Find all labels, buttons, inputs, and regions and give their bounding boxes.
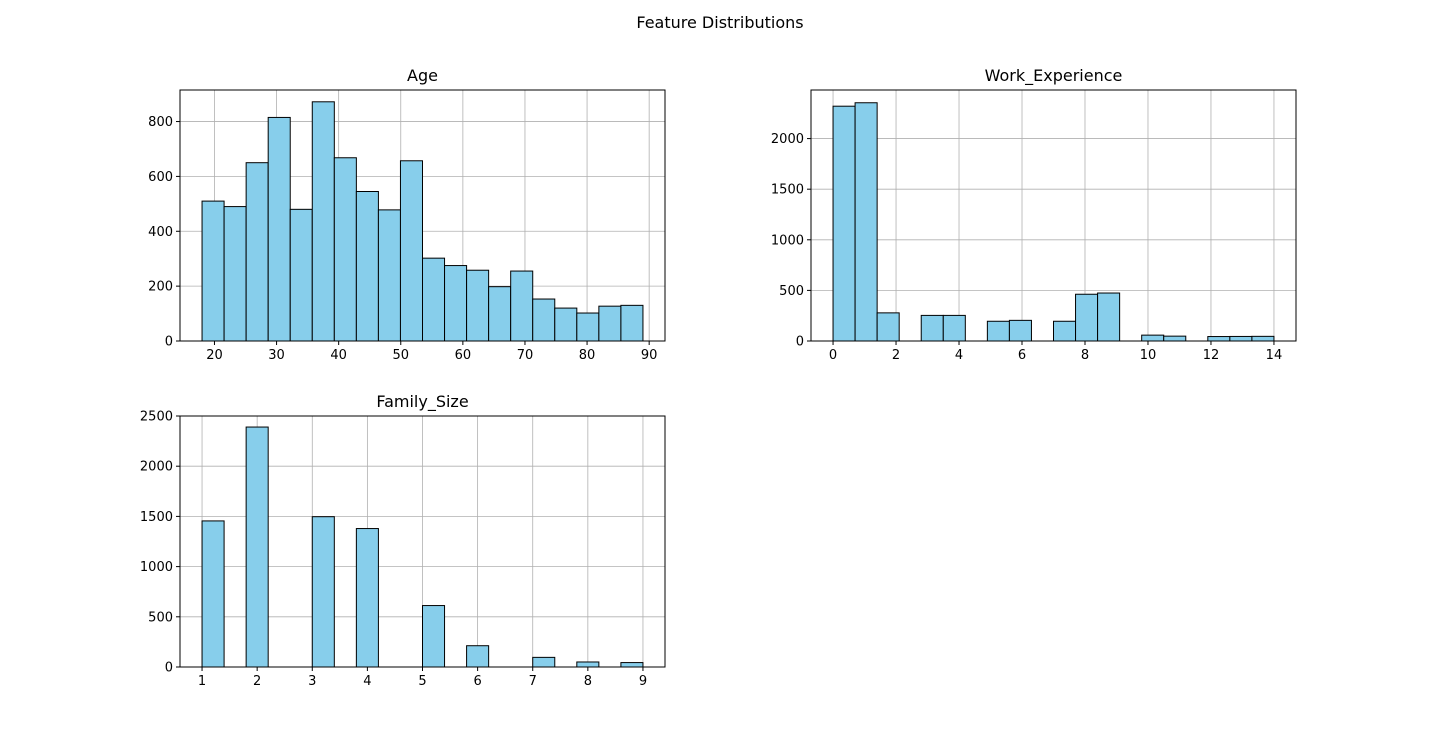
age-bar	[223, 206, 247, 342]
age-bar	[576, 312, 600, 342]
family-size-bar	[355, 528, 379, 668]
age-bar	[399, 160, 424, 342]
age-bar	[422, 257, 446, 342]
work-experience-bar	[1141, 334, 1165, 342]
work-experience-axes-frame	[810, 89, 1297, 342]
work-experience-bar	[832, 105, 856, 342]
age-y-tick-label: 0	[165, 335, 173, 350]
age-x-tick-label: 60	[455, 348, 472, 363]
family-size-bar	[422, 605, 446, 668]
work-experience-x-tick-label: 4	[955, 348, 963, 363]
family-size-x-tick-label: 9	[639, 674, 647, 689]
age-histogram: 20 30 40 50 60 70 80 90 0 200 400 600 800 Age	[148, 66, 666, 363]
age-bar	[444, 265, 468, 342]
age-bar	[598, 305, 622, 342]
family-size-x-tick-label: 8	[584, 674, 592, 689]
age-bar	[377, 209, 401, 342]
family-size-bar	[201, 520, 225, 668]
work-experience-bar	[920, 314, 944, 342]
family-size-y-tick-label: 500	[148, 610, 173, 625]
age-x-tick-label: 50	[392, 348, 409, 363]
family-size-x-tick-label: 7	[529, 674, 537, 689]
family-size-y-tick-label: 2000	[140, 460, 173, 475]
age-x-tick-label: 40	[330, 348, 347, 363]
age-bar	[289, 208, 313, 342]
family-size-y-tick-label: 0	[165, 661, 173, 676]
family-size-histogram: 1 2 3 4 5 6 7 8 9 0 500 1000 1500 2000 2500 Family_Size	[140, 392, 666, 689]
family-size-title: Family_Size	[376, 392, 468, 412]
work-experience-bar	[1008, 319, 1032, 342]
age-bar	[333, 157, 357, 342]
age-title: Age	[407, 66, 438, 85]
family-size-bar	[532, 656, 556, 668]
work-experience-y-tick-label: 500	[779, 284, 804, 299]
work-experience-x-tick-label: 10	[1140, 348, 1157, 363]
age-bar	[510, 270, 534, 342]
work-experience-x-tick-label: 2	[892, 348, 900, 363]
work-experience-y-tick-label: 1500	[771, 183, 804, 198]
work-experience-bar	[1163, 335, 1187, 342]
family-size-x-tick-label: 3	[308, 674, 316, 689]
family-size-bar	[245, 426, 269, 668]
age-bar	[355, 190, 379, 342]
age-y-tick-label: 600	[148, 170, 173, 185]
work-experience-x-tick-label: 14	[1266, 348, 1283, 363]
age-bar	[245, 162, 269, 342]
family-size-y-tick-label: 2500	[140, 410, 173, 425]
age-bar	[554, 307, 578, 342]
family-size-y-tick-label: 1000	[140, 560, 173, 575]
age-bar	[466, 269, 490, 342]
family-size-x-tick-label: 6	[473, 674, 481, 689]
family-size-x-tick-label: 5	[418, 674, 426, 689]
age-y-tick-label: 200	[148, 280, 173, 295]
work-experience-bar	[1207, 336, 1231, 342]
work-experience-y-tick-label: 0	[796, 335, 804, 350]
figure-title: Feature Distributions	[636, 13, 803, 32]
work-experience-bar	[1229, 335, 1253, 342]
work-experience-bar	[1251, 335, 1275, 342]
family-size-bar	[466, 645, 490, 668]
work-experience-x-tick-label: 0	[829, 348, 837, 363]
age-x-tick-label: 90	[641, 348, 658, 363]
age-x-tick-label: 80	[579, 348, 596, 363]
age-bar	[201, 200, 225, 342]
family-size-x-tick-label: 2	[253, 674, 261, 689]
age-x-tick-label: 30	[268, 348, 285, 363]
work-experience-bar	[1097, 292, 1121, 342]
age-bar	[620, 304, 644, 342]
family-size-bar	[576, 661, 600, 668]
work-experience-title: Work_Experience	[985, 66, 1123, 86]
work-experience-x-tick-label: 6	[1018, 348, 1026, 363]
work-experience-bar	[1075, 293, 1099, 342]
age-bar	[311, 101, 335, 342]
age-x-tick-label: 20	[206, 348, 223, 363]
work-experience-bar	[986, 320, 1010, 342]
family-size-y-tick-label: 1500	[140, 510, 173, 525]
work-experience-bar	[854, 102, 878, 342]
age-y-tick-label: 400	[148, 225, 173, 240]
work-experience-x-tick-label: 8	[1081, 348, 1089, 363]
age-bar	[488, 286, 512, 342]
work-experience-y-tick-label: 1000	[771, 233, 804, 248]
family-size-x-tick-label: 1	[198, 674, 206, 689]
age-bar	[267, 116, 291, 342]
family-size-bar	[311, 516, 335, 668]
age-x-tick-label: 70	[517, 348, 534, 363]
age-bar	[532, 298, 556, 342]
work-experience-x-tick-label: 12	[1203, 348, 1220, 363]
work-experience-histogram: 0 2 4 6 8 10 12 14 0 500 1000 1500 2000 Work_Experien…	[771, 66, 1297, 363]
family-size-bar	[620, 662, 644, 668]
work-experience-bar	[876, 312, 900, 342]
age-y-tick-label: 800	[148, 115, 173, 130]
work-experience-bar	[1053, 320, 1077, 342]
family-size-x-tick-label: 4	[363, 674, 371, 689]
work-experience-y-tick-label: 2000	[771, 132, 804, 147]
work-experience-bar	[942, 314, 966, 342]
age-axes-frame	[179, 89, 666, 342]
